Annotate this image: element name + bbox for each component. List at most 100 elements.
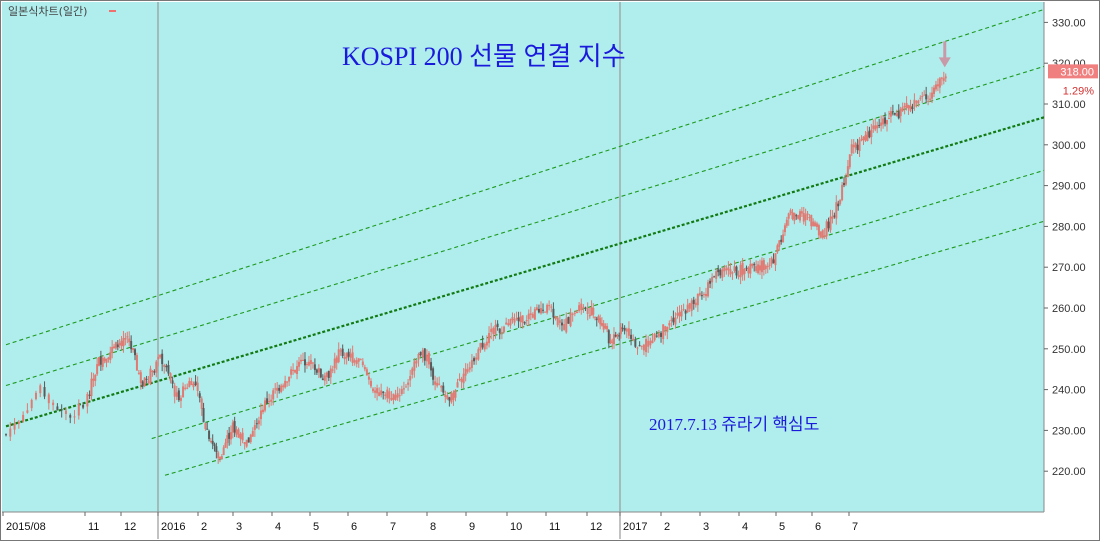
candle-body	[317, 367, 320, 373]
candle-body	[588, 314, 591, 317]
candle-body	[361, 361, 364, 366]
candle-body	[270, 399, 273, 402]
candle-body	[405, 386, 407, 388]
candle-body	[802, 212, 805, 222]
candle-body	[575, 311, 578, 313]
candle-body	[477, 349, 480, 360]
candle-body	[655, 335, 658, 337]
candle-body	[118, 342, 121, 346]
candle-body	[470, 360, 473, 369]
candle-body	[22, 414, 25, 422]
candle-body	[747, 267, 750, 274]
candle-body	[456, 382, 459, 388]
candle-body	[165, 365, 168, 368]
x-tick-label: 5	[779, 521, 785, 533]
candle-body	[808, 217, 811, 219]
x-tick-label: 6	[815, 521, 821, 533]
candle-body	[411, 368, 414, 375]
candle-body	[638, 345, 641, 347]
candle-body	[141, 381, 144, 387]
candle-body	[34, 392, 37, 400]
candle-body	[571, 313, 574, 315]
candle-body	[876, 125, 879, 129]
candle-body	[764, 265, 767, 270]
candle-body	[810, 214, 813, 227]
candle-body	[887, 118, 890, 120]
candle-body	[829, 216, 832, 231]
candle-body	[169, 373, 172, 381]
candle-body	[719, 269, 722, 276]
candle-body	[776, 245, 779, 253]
candle-body	[130, 341, 133, 350]
candle-body	[386, 389, 389, 399]
y-tick-label: 330.00	[1052, 17, 1086, 29]
candle-body	[280, 385, 283, 393]
candle-body	[602, 323, 605, 330]
candle-body	[827, 221, 830, 229]
candle-body	[599, 318, 602, 325]
x-tick-label: 2	[201, 521, 207, 533]
x-tick-label: 2	[664, 521, 670, 533]
candle-body	[357, 358, 360, 362]
candle-body	[390, 397, 393, 401]
candle-body	[301, 359, 304, 361]
y-tick-label: 250.00	[1052, 344, 1086, 356]
candle-body	[331, 369, 334, 371]
candle-body	[854, 143, 857, 149]
candle-body	[727, 267, 730, 271]
candle-body	[266, 398, 269, 404]
candle-body	[653, 333, 656, 341]
candle-body	[700, 295, 703, 297]
candle-body	[753, 264, 756, 266]
candle-body	[466, 369, 469, 372]
candle-body	[711, 276, 714, 283]
candle-body	[30, 399, 33, 409]
candle-body	[733, 266, 736, 271]
candle-body	[145, 378, 148, 380]
candle-body	[621, 327, 624, 329]
candle-body	[481, 342, 484, 348]
candle-body	[259, 410, 262, 420]
candle-body	[458, 378, 461, 381]
candle-body	[217, 452, 220, 459]
candle-body	[294, 369, 297, 373]
candle-body	[680, 310, 683, 317]
candle-body	[768, 264, 771, 266]
candle-body	[126, 336, 129, 338]
candle-body	[82, 404, 85, 408]
candle-body	[552, 308, 555, 318]
x-tick-label: 7	[390, 521, 396, 533]
candle-body	[721, 269, 724, 278]
candle-body	[619, 326, 622, 335]
candle-body	[241, 432, 244, 441]
candle-body	[604, 325, 607, 329]
candle-body	[39, 385, 42, 394]
candle-body	[664, 326, 667, 330]
y-tick-label: 270.00	[1052, 262, 1086, 274]
candle-body	[213, 444, 216, 446]
candle-body	[860, 138, 863, 141]
candle-body	[678, 312, 681, 317]
candle-body	[630, 334, 633, 339]
x-tick-label: 5	[313, 521, 319, 533]
candle-body	[821, 230, 824, 238]
candle-body	[494, 324, 497, 335]
candle-body	[215, 446, 218, 453]
x-tick-label: 2015/08	[6, 521, 46, 533]
candle-body	[921, 95, 924, 98]
candle-body	[186, 387, 189, 389]
candle-body	[372, 388, 375, 392]
candle-body	[359, 359, 362, 361]
candle-body	[660, 332, 663, 337]
y-tick-label: 290.00	[1052, 181, 1086, 193]
candle-body	[616, 334, 619, 337]
candle-body	[676, 313, 679, 316]
x-tick-label: 7	[852, 521, 858, 533]
candle-body	[321, 378, 324, 381]
candle-body	[611, 341, 614, 343]
channel-line	[5, 8, 1044, 346]
channel-lines	[5, 8, 1044, 476]
candle-body	[938, 78, 941, 88]
candle-body	[814, 222, 817, 227]
candle-body	[229, 432, 232, 440]
